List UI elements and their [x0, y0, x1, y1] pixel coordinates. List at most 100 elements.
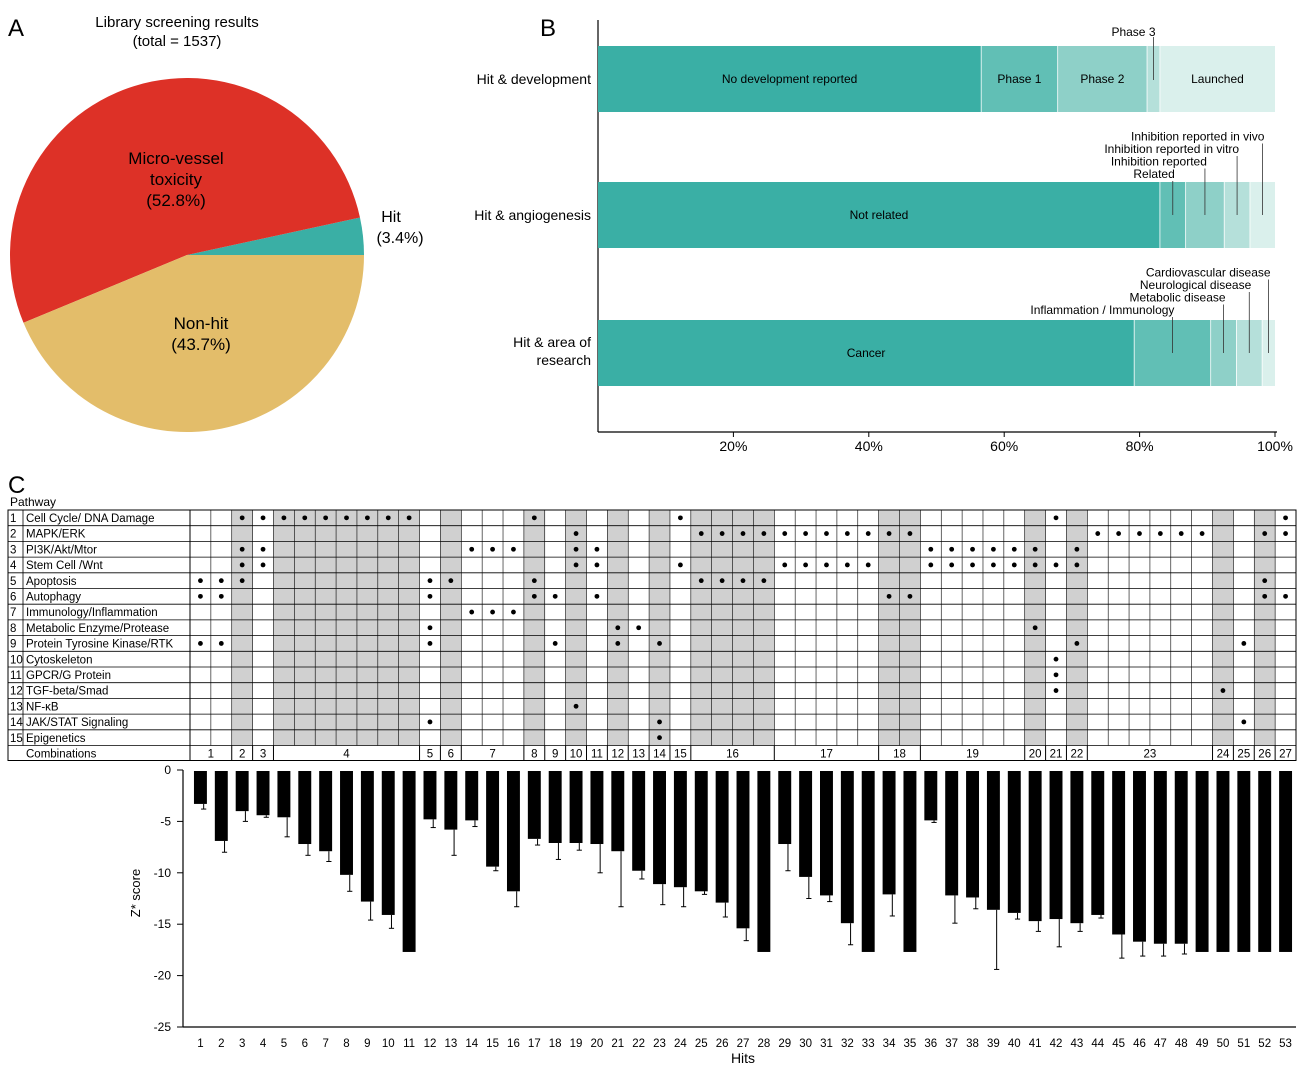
- pathway-dot: [239, 546, 245, 552]
- stacked-outside-label: Inhibition reported in vitro: [1104, 142, 1239, 156]
- z-bar: [465, 771, 479, 821]
- pathway-dot: [844, 562, 850, 568]
- z-x-tick-label: 41: [1029, 1038, 1042, 1050]
- pathway-num: 10: [10, 654, 23, 666]
- z-x-tick-label: 16: [507, 1038, 520, 1050]
- z-x-tick-label: 26: [716, 1038, 729, 1050]
- pathway-dot: [239, 578, 245, 584]
- pathway-dot: [323, 515, 329, 521]
- stacked-segment: [981, 46, 1058, 112]
- pathway-dot: [949, 562, 955, 568]
- pathway-dot: [260, 515, 266, 521]
- stacked-outside-label: Related: [1133, 167, 1174, 181]
- pathway-dot: [1116, 531, 1122, 536]
- z-bar: [193, 771, 207, 804]
- z-bar: [757, 771, 771, 952]
- pathway-dot: [573, 546, 579, 552]
- pie-label-nonhit: Non-hit: [174, 314, 229, 333]
- stacked-category-label: Hit & angiogenesis: [474, 207, 591, 223]
- pathway-num: 11: [10, 670, 22, 682]
- pathway-num: 9: [10, 639, 16, 651]
- z-x-tick-label: 5: [281, 1038, 287, 1050]
- pathway-dot: [1095, 531, 1101, 536]
- z-bar: [360, 771, 374, 902]
- stacked-segment: [1057, 46, 1148, 112]
- stacked-outside-label: Neurological disease: [1140, 278, 1252, 292]
- z-bar: [924, 771, 938, 821]
- z-y-tick-label: 0: [164, 763, 171, 777]
- pathway-dot: [1220, 688, 1226, 693]
- z-bar: [1049, 771, 1063, 920]
- pie-label-toxicity-1: Micro-vessel: [128, 149, 223, 168]
- combination-shade: [523, 510, 545, 746]
- stacked-x-tick-label: 60%: [990, 438, 1018, 454]
- pathway-dot: [573, 531, 579, 536]
- pathway-num: 7: [10, 607, 16, 619]
- z-bar: [1195, 771, 1209, 952]
- combination-label: 25: [1237, 749, 1250, 761]
- z-x-tick-label: 52: [1258, 1038, 1271, 1050]
- z-x-tick-label: 15: [486, 1038, 499, 1050]
- pathway-dot: [824, 531, 829, 536]
- pathway-dot: [824, 562, 829, 568]
- pathway-dot: [218, 578, 224, 584]
- pathway-dot: [1137, 531, 1142, 536]
- pathway-num: 2: [10, 529, 16, 541]
- pathway-dot: [1074, 641, 1080, 646]
- pathway-label: Autophagy: [26, 592, 81, 604]
- pathway-dot: [490, 546, 495, 552]
- z-x-tick-label: 33: [862, 1038, 875, 1050]
- stacked-x-tick-label: 80%: [1126, 438, 1154, 454]
- z-x-tick-label: 3: [239, 1038, 245, 1050]
- z-bar: [611, 771, 625, 852]
- z-bar: [381, 771, 395, 915]
- pathway-label: Epigenetics: [26, 733, 86, 745]
- z-bar: [340, 771, 353, 875]
- combination-label: 13: [632, 749, 645, 761]
- pathway-label: Protein Tyrosine Kinase/RTK: [26, 639, 174, 651]
- pathway-dot: [991, 546, 996, 552]
- pathway-dot: [427, 719, 433, 725]
- pathway-dot: [740, 578, 746, 584]
- pathway-dot: [719, 531, 725, 536]
- z-x-tick-label: 29: [778, 1038, 791, 1050]
- combination-label: 19: [966, 749, 979, 761]
- z-x-tick-label: 25: [695, 1038, 708, 1050]
- z-x-tick-label: 51: [1237, 1038, 1250, 1050]
- pathway-dot: [552, 593, 558, 599]
- pathway-dot: [531, 578, 537, 584]
- z-x-tick-label: 10: [382, 1038, 395, 1050]
- z-bar: [736, 771, 750, 929]
- stacked-segment: [598, 46, 982, 112]
- pathway-dot: [886, 593, 892, 599]
- z-x-tick-label: 47: [1154, 1038, 1167, 1050]
- pathway-dot: [1032, 546, 1038, 552]
- stacked-category-label: Hit & development: [477, 71, 592, 87]
- pie-pct-nonhit: (43.7%): [171, 335, 231, 354]
- z-x-tick-label: 43: [1070, 1038, 1083, 1050]
- pie-label-hit: Hit: [381, 209, 401, 226]
- pathway-dot: [1241, 641, 1247, 646]
- z-y-tick-label: -25: [154, 1020, 172, 1034]
- combination-label: 18: [893, 749, 906, 761]
- pathway-dot: [657, 719, 662, 725]
- stacked-outside-label: Metabolic disease: [1129, 291, 1225, 305]
- z-x-tick-label: 9: [364, 1038, 370, 1050]
- pathway-dot: [1053, 515, 1059, 521]
- pathway-dot: [636, 625, 642, 631]
- combination-shade: [1066, 510, 1088, 746]
- z-bar: [882, 771, 896, 895]
- combination-label: 6: [448, 749, 454, 761]
- pathway-dot: [1053, 656, 1059, 662]
- panel-letter-a: A: [8, 15, 24, 42]
- pathway-dot: [260, 546, 266, 552]
- combination-label: 16: [726, 749, 739, 761]
- z-x-tick-label: 44: [1091, 1038, 1104, 1050]
- pie-slice-micro-vessel-toxicity: [10, 78, 360, 323]
- z-x-tick-label: 20: [591, 1038, 604, 1050]
- z-bar: [799, 771, 813, 877]
- pathway-num: 3: [10, 544, 16, 556]
- z-x-tick-label: 50: [1217, 1038, 1230, 1050]
- pathway-dot: [782, 531, 788, 536]
- pathway-dot: [970, 562, 975, 568]
